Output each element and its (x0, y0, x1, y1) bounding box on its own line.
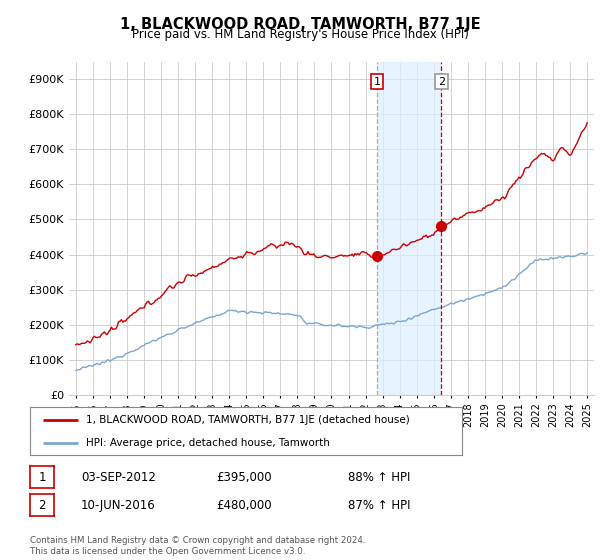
Text: 2: 2 (38, 498, 46, 512)
Text: 1, BLACKWOOD ROAD, TAMWORTH, B77 1JE: 1, BLACKWOOD ROAD, TAMWORTH, B77 1JE (119, 17, 481, 32)
Text: £480,000: £480,000 (216, 498, 272, 512)
Text: 1: 1 (374, 77, 380, 87)
Text: Contains HM Land Registry data © Crown copyright and database right 2024.
This d: Contains HM Land Registry data © Crown c… (30, 536, 365, 556)
Text: 1: 1 (38, 470, 46, 484)
Text: 88% ↑ HPI: 88% ↑ HPI (348, 470, 410, 484)
Text: Price paid vs. HM Land Registry's House Price Index (HPI): Price paid vs. HM Land Registry's House … (131, 28, 469, 41)
Text: 03-SEP-2012: 03-SEP-2012 (81, 470, 156, 484)
Text: HPI: Average price, detached house, Tamworth: HPI: Average price, detached house, Tamw… (86, 438, 330, 448)
Text: 87% ↑ HPI: 87% ↑ HPI (348, 498, 410, 512)
Text: 2: 2 (438, 77, 445, 87)
Text: £395,000: £395,000 (216, 470, 272, 484)
Text: 10-JUN-2016: 10-JUN-2016 (81, 498, 156, 512)
Text: 1, BLACKWOOD ROAD, TAMWORTH, B77 1JE (detached house): 1, BLACKWOOD ROAD, TAMWORTH, B77 1JE (de… (86, 416, 410, 426)
